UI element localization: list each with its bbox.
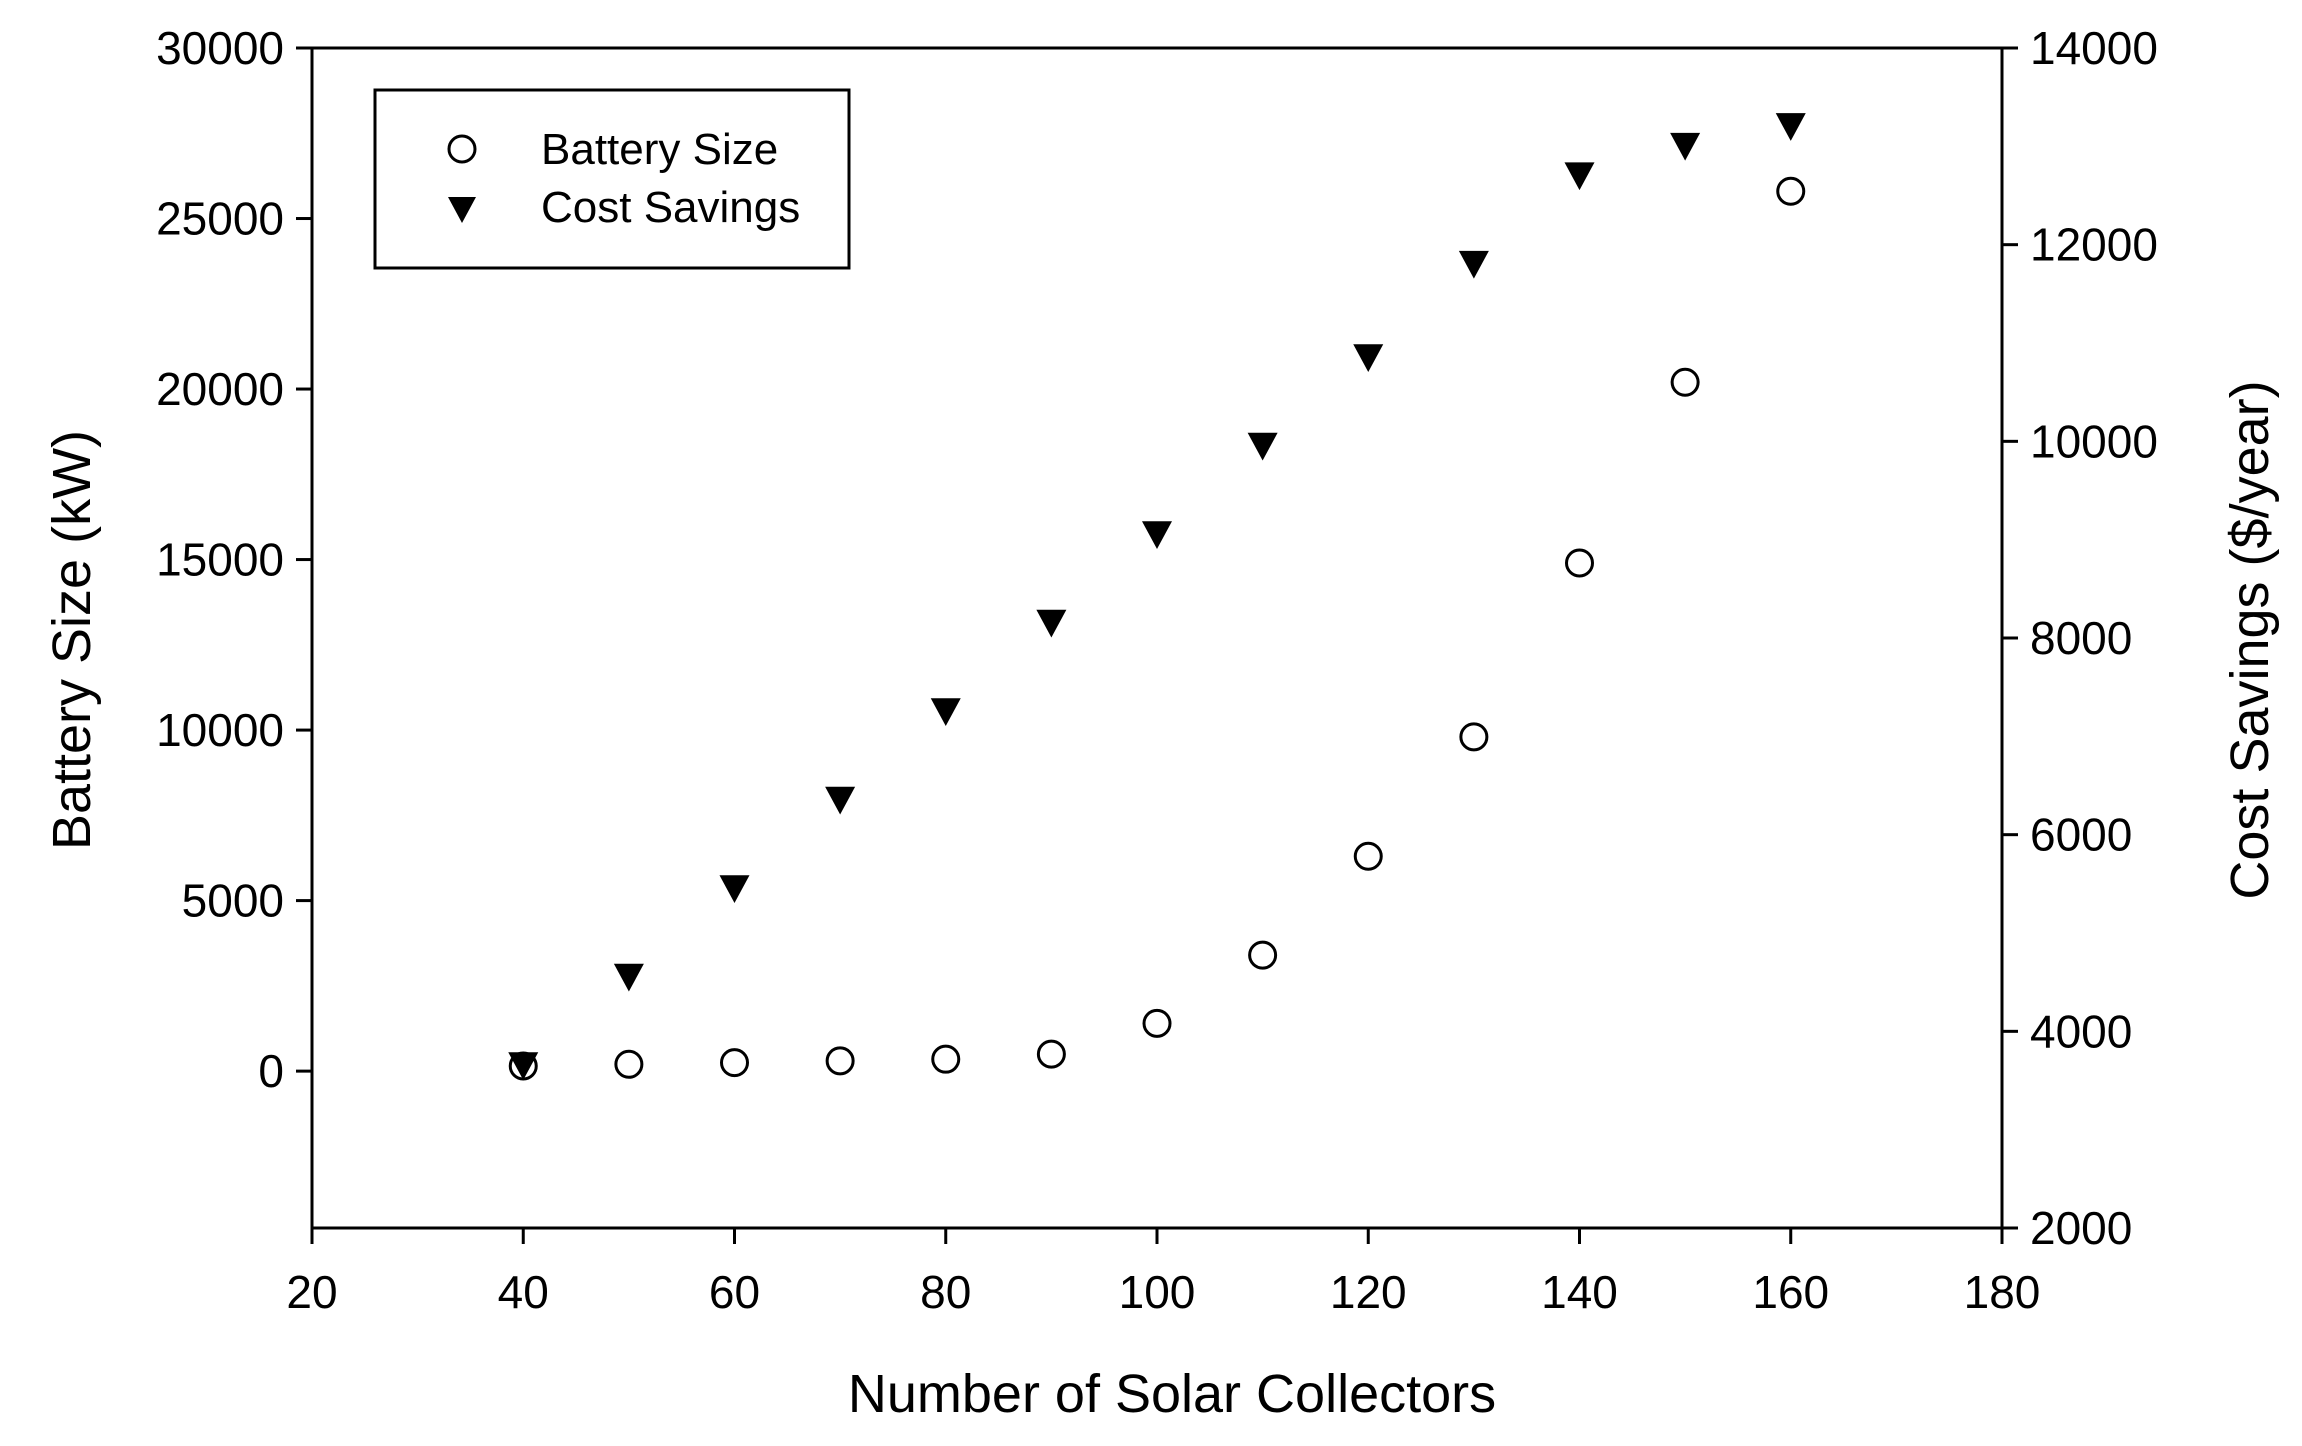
battery-size-point [931, 1044, 961, 1074]
x-tick-label: 20 [286, 1266, 337, 1318]
y2-axis-title: Cost Savings ($/year) [2220, 380, 2280, 899]
x-tick-label: 80 [920, 1266, 971, 1318]
y-axis-title: Battery Size (kW) [42, 430, 102, 850]
legend-marker-battery-size [447, 134, 477, 164]
right-axis: 2000 4000 6000 8000 10000 12000 14000 [2002, 22, 2158, 1254]
left-tick-label: 30000 [156, 22, 284, 74]
battery-size-point [1776, 176, 1806, 206]
series-layer [508, 113, 1806, 1081]
left-tick-label: 0 [258, 1045, 284, 1097]
right-tick-label: 4000 [2030, 1005, 2132, 1057]
cost-savings-point [719, 875, 750, 903]
cost-savings-point [508, 1052, 539, 1080]
right-tick-label: 12000 [2030, 219, 2158, 271]
cost-savings-point [1247, 432, 1278, 461]
legend-marker-cost-savings [448, 197, 476, 223]
left-tick-label: 15000 [156, 534, 284, 586]
battery-size-point [1142, 1008, 1172, 1038]
legend: Battery Size Cost Savings [373, 88, 851, 270]
cost-savings-point [825, 786, 856, 815]
left-tick-label: 5000 [182, 875, 284, 927]
battery-size-point [614, 1049, 644, 1079]
cost-savings-point [1458, 250, 1489, 279]
legend-box [373, 88, 851, 270]
battery-size-point [1036, 1039, 1066, 1069]
right-tick-label: 14000 [2030, 22, 2158, 74]
battery-size-point [508, 1051, 538, 1081]
cost-savings-point [1036, 609, 1067, 638]
x-tick-label: 120 [1330, 1266, 1407, 1318]
right-tick-label: 2000 [2030, 1202, 2132, 1254]
left-tick-label: 10000 [156, 704, 284, 756]
left-tick-label: 20000 [156, 363, 284, 415]
right-tick-label: 10000 [2030, 415, 2158, 467]
legend-label-battery-size: Battery Size [541, 125, 778, 174]
x-tick-label: 140 [1541, 1266, 1618, 1318]
battery-size-point [1459, 722, 1489, 752]
cost-savings-point [1775, 113, 1806, 141]
cost-savings-point [1142, 521, 1172, 549]
cost-savings-point [613, 963, 644, 992]
x-tick-label: 180 [1964, 1266, 2041, 1318]
battery-size-point [1248, 940, 1278, 970]
x-tick-label: 100 [1119, 1266, 1196, 1318]
right-tick-label: 8000 [2030, 612, 2132, 664]
right-tick-label: 6000 [2030, 809, 2132, 861]
battery-size-point [1670, 367, 1700, 397]
cost-savings-point [1564, 162, 1595, 191]
cost-savings-point [930, 698, 961, 726]
x-tick-label: 40 [498, 1266, 549, 1318]
battery-size-point [1353, 841, 1383, 871]
bottom-axis: 20 40 60 80 100 120 140 160 180 [286, 1228, 2040, 1318]
battery-size-point [1565, 548, 1594, 578]
battery-size-point [825, 1046, 855, 1076]
left-tick-label: 25000 [156, 193, 284, 245]
left-axis: 0 5000 10000 15000 20000 25000 30000 [156, 22, 312, 1097]
cost-savings-point [1353, 344, 1384, 372]
x-axis-title: Number of Solar Collectors [848, 1364, 1496, 1424]
x-tick-label: 60 [709, 1266, 760, 1318]
legend-label-cost-savings: Cost Savings [541, 183, 800, 232]
battery-size-point [720, 1048, 749, 1078]
cost-savings-point [1670, 132, 1701, 161]
x-tick-label: 160 [1752, 1266, 1829, 1318]
